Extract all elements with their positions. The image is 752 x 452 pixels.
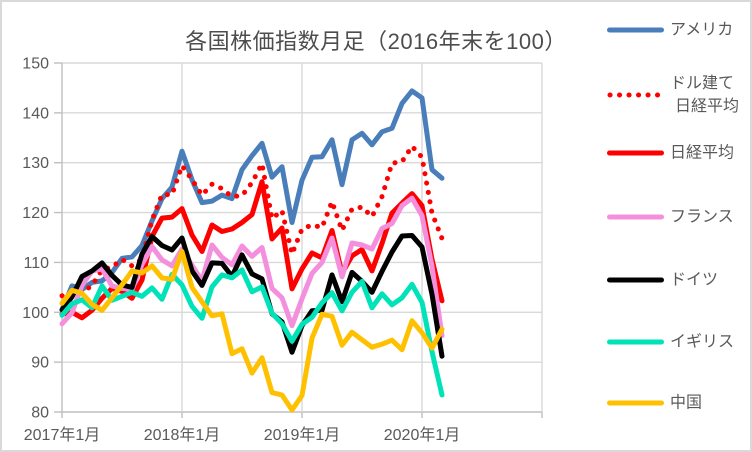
series-line-uk [59,267,445,398]
series-line-china [59,249,445,413]
chart-title: 各国株価指数月足（2016年末を100） [185,29,567,54]
y-axis-label: 100 [22,305,49,322]
y-axis-label: 120 [22,205,49,222]
y-axis-label: 110 [23,255,49,272]
y-axis-label: 130 [22,155,49,172]
x-axis-label: 2017年1月 [24,426,101,444]
series-line-nikkei-usd [59,143,445,299]
x-axis-label: 2018年1月 [144,426,221,444]
series-line-usa [59,88,445,313]
x-axis-label: 2020年1月 [384,426,461,444]
y-axis-label: 80 [31,405,49,422]
series-line-france [59,195,445,339]
y-axis-label: 140 [22,105,49,122]
series-line-germany [59,233,445,359]
x-axis-label: 2019年1月 [264,426,341,444]
y-axis-label: 150 [22,56,49,73]
y-axis-label: 90 [31,355,49,372]
